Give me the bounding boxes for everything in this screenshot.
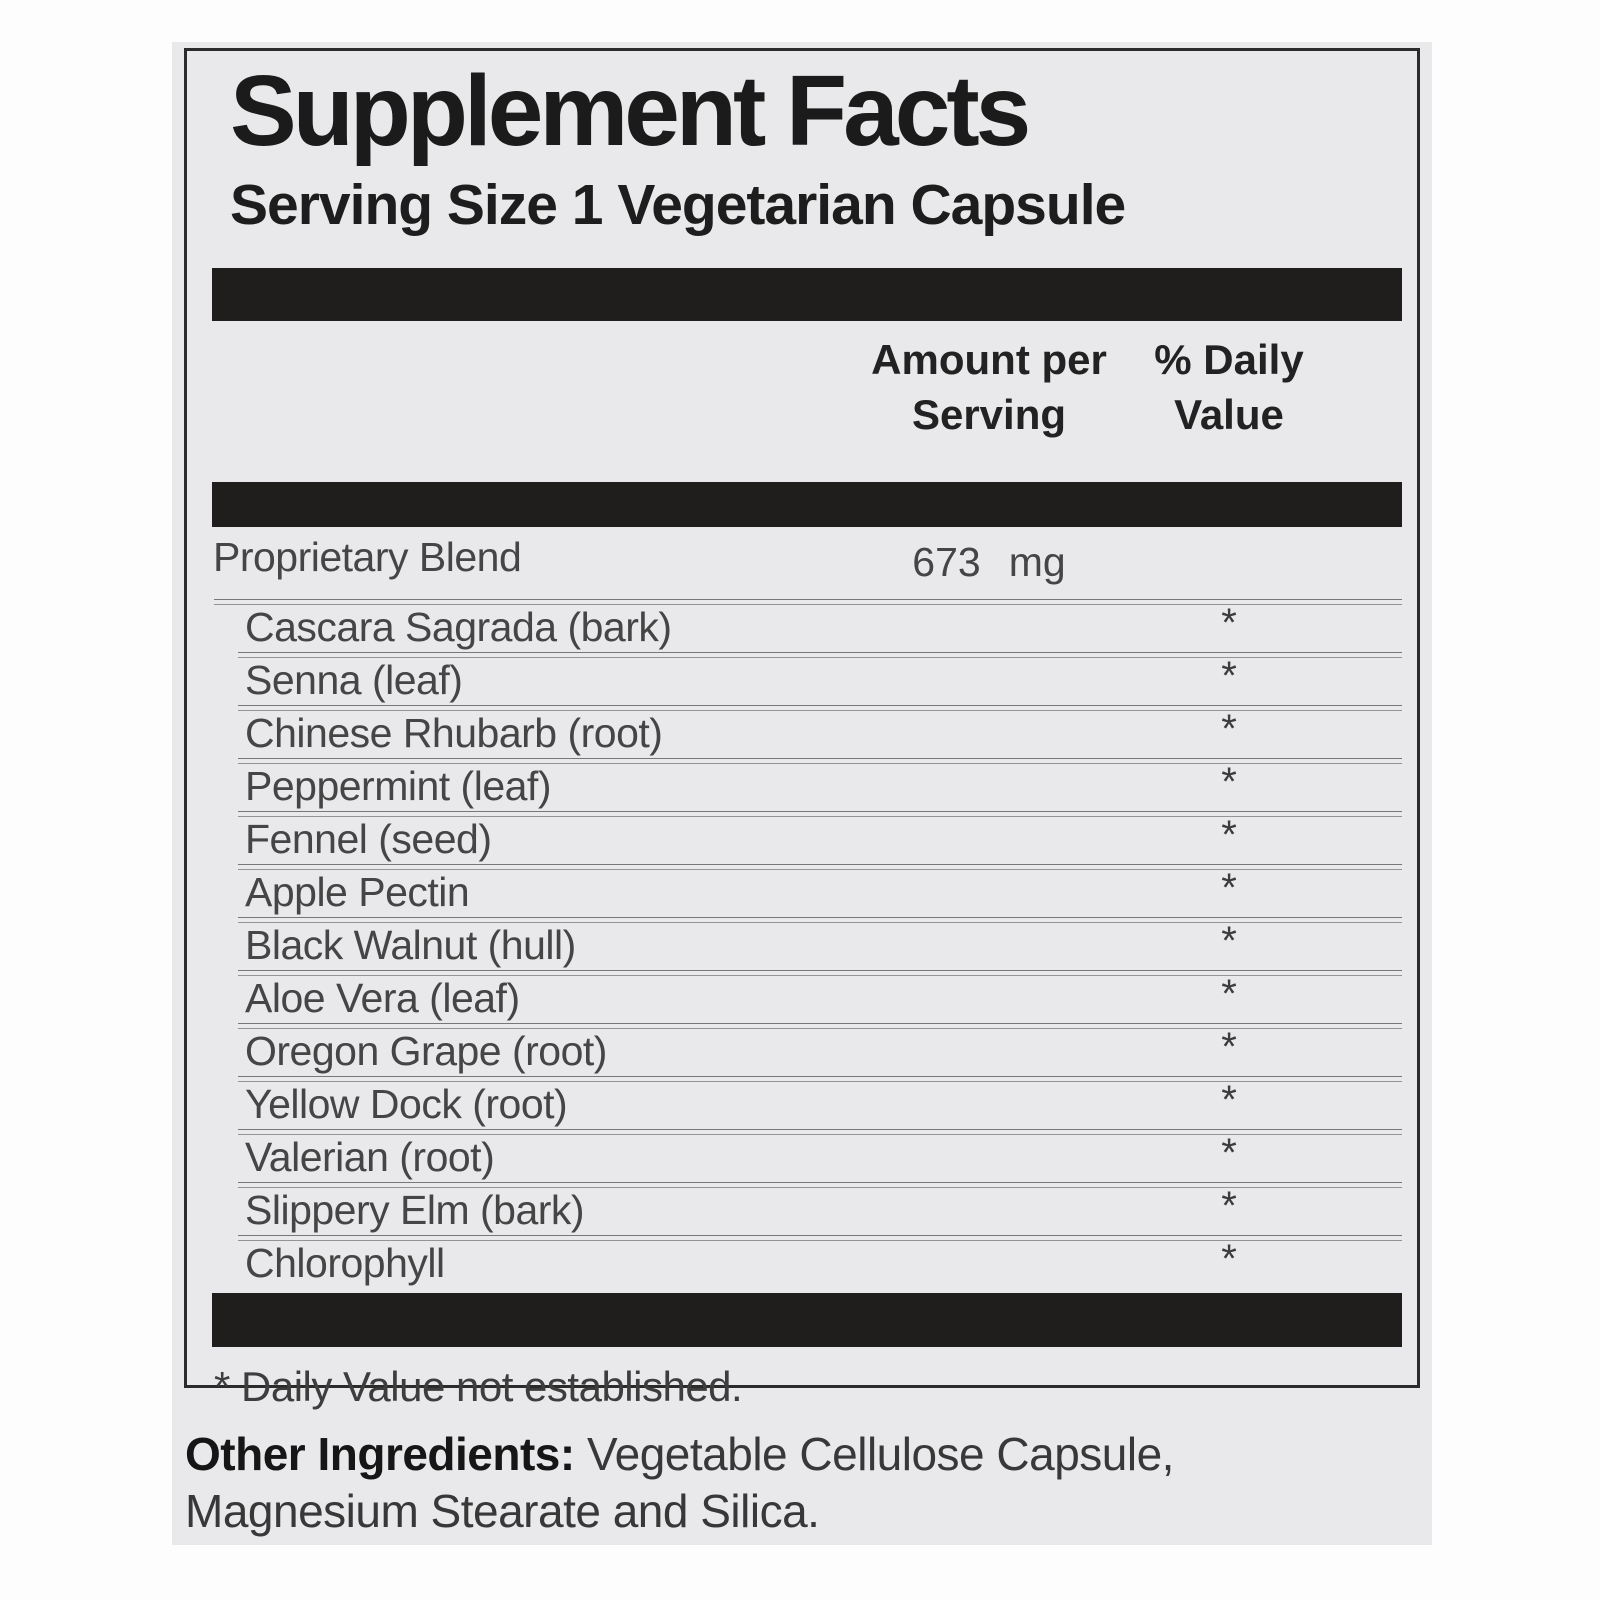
ingredient-row: Valerian (root) * — [187, 1131, 1417, 1182]
blend-amount-value: 673 — [912, 539, 981, 585]
percent-daily-value-header: % Daily Value — [1154, 336, 1304, 438]
ingredient-dv: * — [1221, 1237, 1237, 1281]
ingredient-row: Aloe Vera (leaf) * — [187, 972, 1417, 1023]
ingredient-row: Apple Pectin * — [187, 866, 1417, 917]
row-divider — [238, 758, 1402, 764]
other-ingredients: Other Ingredients: Vegetable Cellulose C… — [185, 1426, 1411, 1540]
ingredient-dv: * — [1221, 1131, 1237, 1175]
ingredient-name: Aloe Vera (leaf) — [245, 975, 520, 1021]
ingredient-dv: * — [1221, 866, 1237, 910]
divider-bar-top — [212, 268, 1402, 321]
ingredient-row: Cascara Sagrada (bark) * — [187, 601, 1417, 652]
ingredient-dv: * — [1221, 707, 1237, 751]
divider-bar-middle — [212, 482, 1402, 527]
ingredient-name: Yellow Dock (root) — [245, 1081, 568, 1127]
ingredient-dv: * — [1221, 972, 1237, 1016]
row-divider — [238, 705, 1402, 711]
column-header-row: Amount per Serving % Daily Value — [187, 321, 1417, 458]
serving-size: Serving Size 1 Vegetarian Capsule — [230, 173, 1126, 237]
ingredient-name: Slippery Elm (bark) — [245, 1187, 585, 1233]
row-divider — [238, 1076, 1402, 1082]
ingredient-row: Yellow Dock (root) * — [187, 1078, 1417, 1129]
daily-value-footnote: * Daily Value not established. — [214, 1363, 743, 1410]
blend-amount-unit: mg — [1008, 539, 1066, 585]
row-divider — [238, 917, 1402, 923]
ingredient-name: Peppermint (leaf) — [245, 763, 551, 809]
row-divider — [238, 970, 1402, 976]
ingredient-dv: * — [1221, 1184, 1237, 1228]
row-divider — [238, 1235, 1402, 1241]
ingredient-dv: * — [1221, 654, 1237, 698]
ingredient-dv: * — [1221, 1025, 1237, 1069]
row-divider — [238, 864, 1402, 870]
supplement-facts-panel: Supplement Facts Serving Size 1 Vegetari… — [184, 48, 1420, 1410]
ingredient-dv: * — [1221, 1078, 1237, 1122]
panel-title: Supplement Facts — [230, 55, 1031, 167]
ingredient-row: Slippery Elm (bark) * — [187, 1184, 1417, 1235]
proprietary-blend-row: Proprietary Blend 673 mg — [187, 527, 1417, 599]
ingredient-name: Apple Pectin — [245, 869, 470, 915]
divider-bar-bottom — [212, 1293, 1402, 1347]
ingredient-dv: * — [1221, 760, 1237, 804]
ingredient-name: Senna (leaf) — [245, 657, 463, 703]
ingredient-row: Chinese Rhubarb (root) * — [187, 707, 1417, 758]
ingredient-row: Senna (leaf) * — [187, 654, 1417, 705]
row-divider — [238, 811, 1402, 817]
row-divider — [238, 652, 1402, 658]
row-divider — [238, 1129, 1402, 1135]
other-ingredients-label: Other Ingredients: — [185, 1428, 575, 1480]
ingredient-row: Fennel (seed) * — [187, 813, 1417, 864]
other-ingredients-text: Vegetable Cellulose Capsule, Magnesium S… — [185, 1428, 1174, 1538]
ingredient-row: Chlorophyll * — [187, 1237, 1417, 1288]
row-divider — [238, 1182, 1402, 1188]
blend-name: Proprietary Blend — [213, 534, 522, 580]
amount-per-serving-header: Amount per Serving — [871, 336, 1107, 438]
ingredient-name: Fennel (seed) — [245, 816, 492, 862]
ingredient-name: Valerian (root) — [245, 1134, 495, 1180]
supplement-label: Supplement Facts Serving Size 1 Vegetari… — [172, 42, 1432, 1545]
blend-amount: 673 mg — [839, 539, 1139, 586]
ingredient-name: Cascara Sagrada (bark) — [245, 604, 672, 650]
ingredient-name: Black Walnut (hull) — [245, 922, 576, 968]
row-divider — [238, 1023, 1402, 1029]
ingredient-name: Chinese Rhubarb (root) — [245, 710, 663, 756]
ingredient-name: Chlorophyll — [245, 1240, 445, 1286]
ingredient-row: Oregon Grape (root) * — [187, 1025, 1417, 1076]
ingredient-row: Peppermint (leaf) * — [187, 760, 1417, 811]
ingredient-dv: * — [1221, 813, 1237, 857]
ingredient-dv: * — [1221, 919, 1237, 963]
ingredient-row: Black Walnut (hull) * — [187, 919, 1417, 970]
ingredient-dv: * — [1221, 601, 1237, 645]
row-divider — [214, 599, 1402, 605]
ingredient-name: Oregon Grape (root) — [245, 1028, 607, 1074]
